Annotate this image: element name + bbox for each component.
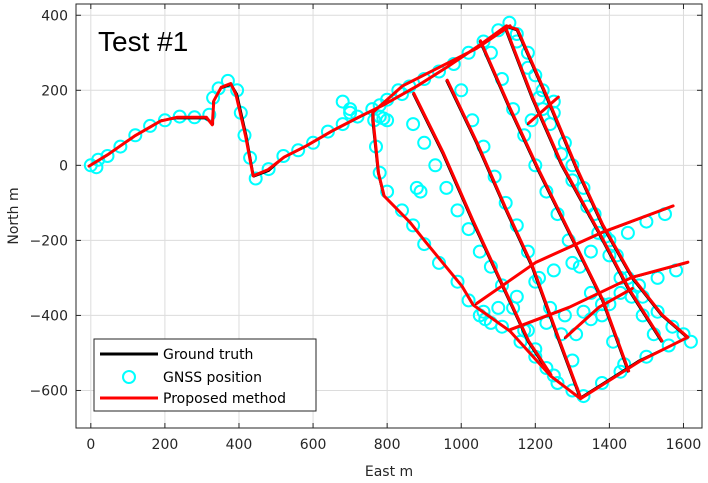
y-tick-label: −400	[30, 308, 68, 324]
gnss-point	[335, 94, 350, 109]
x-axis-label: East m	[365, 464, 413, 480]
gnss-point	[306, 135, 321, 150]
lines-layer	[87, 24, 690, 401]
gnss-point	[100, 149, 115, 163]
gnss-point	[406, 218, 421, 233]
proposed-method-line	[504, 28, 664, 343]
x-tick-label: 1000	[443, 437, 479, 453]
gnss-point	[546, 368, 561, 383]
legend-label-proposed-method: Proposed method	[163, 391, 286, 407]
gnss-point	[520, 45, 535, 60]
gnss-point	[454, 83, 469, 98]
gnss-point	[476, 304, 491, 319]
y-tick-label: 0	[59, 158, 68, 174]
gnss-point	[632, 278, 646, 293]
plot-frame	[75, 3, 703, 429]
gnss-point	[539, 361, 554, 375]
gnss-point	[665, 319, 680, 334]
gnss-point	[335, 117, 350, 132]
proposed-method-line	[508, 260, 690, 332]
x-tick-label: 1400	[592, 437, 628, 453]
gnss-point	[343, 105, 358, 120]
y-tick-label: 200	[41, 83, 68, 99]
proposed-method-line	[475, 204, 675, 305]
gnss-point	[565, 255, 580, 270]
y-axis-label: North m	[6, 187, 22, 244]
gnss-point	[376, 111, 391, 126]
gnss-point	[583, 244, 598, 259]
gnss-point	[128, 128, 143, 143]
proposed-method-line	[527, 95, 560, 125]
x-tick-label: 1200	[517, 437, 553, 453]
gnss-point	[461, 45, 476, 60]
gnss-point	[639, 349, 654, 364]
gnss-point	[550, 376, 565, 390]
gnss-point	[683, 334, 698, 349]
gnss-point	[91, 152, 106, 167]
legend-label-ground-truth: Ground truth	[163, 347, 253, 363]
gnss-point	[343, 102, 358, 117]
gnss-point	[261, 162, 276, 177]
gnss-point	[509, 289, 524, 304]
gnss-point	[661, 338, 676, 353]
proposed-method-line	[87, 24, 690, 401]
x-tick-label: 600	[300, 437, 327, 453]
gnss-point	[291, 143, 306, 158]
y-tick-label: −600	[30, 383, 68, 399]
gnss-point	[546, 263, 561, 278]
x-tick-label: 800	[374, 437, 401, 453]
gnss-point	[461, 222, 476, 237]
legend-label-gnss-position: GNSS position	[163, 370, 262, 386]
gnss-point	[350, 109, 365, 124]
gnss-point	[650, 304, 665, 319]
x-tick-label: 200	[152, 437, 179, 453]
gnss-point	[495, 278, 509, 293]
gnss-point	[406, 117, 421, 132]
gnss-point	[439, 180, 454, 195]
gnss-point	[428, 158, 443, 173]
proposed-method-line	[479, 39, 631, 373]
gnss-point	[409, 180, 424, 195]
gnss-point	[524, 113, 539, 128]
proposed-method-line	[564, 286, 634, 339]
legend-swatch-gnss-position	[122, 370, 136, 384]
gnss-point	[450, 274, 465, 289]
gnss-point	[450, 203, 465, 218]
gnss-point	[143, 118, 158, 133]
y-tick-label: 400	[41, 8, 68, 24]
gnss-point	[528, 342, 543, 357]
ticks: 0 200 400 600 800 1000 1200 1400 1600 −600 −400 −20…	[30, 4, 702, 453]
grid	[76, 4, 702, 428]
gnss-point	[417, 135, 432, 150]
x-tick-label: 0	[86, 437, 95, 453]
gnss-point	[613, 364, 628, 379]
gnss-point	[395, 203, 409, 218]
gnss-point	[413, 184, 428, 199]
proposed-method-line	[412, 91, 553, 377]
gnss-point	[491, 300, 506, 315]
proposed-method-line	[445, 78, 582, 399]
panel-label: Test #1	[98, 26, 188, 57]
gnss-point	[248, 171, 263, 186]
gnss-point	[620, 225, 635, 240]
x-tick-label: 1600	[666, 437, 702, 453]
gnss-point	[113, 139, 128, 154]
x-tick-label: 400	[226, 437, 253, 453]
gnss-point	[576, 304, 591, 319]
y-tick-label: −200	[30, 233, 68, 249]
legend: Ground truth GNSS position Proposed meth…	[93, 338, 317, 412]
